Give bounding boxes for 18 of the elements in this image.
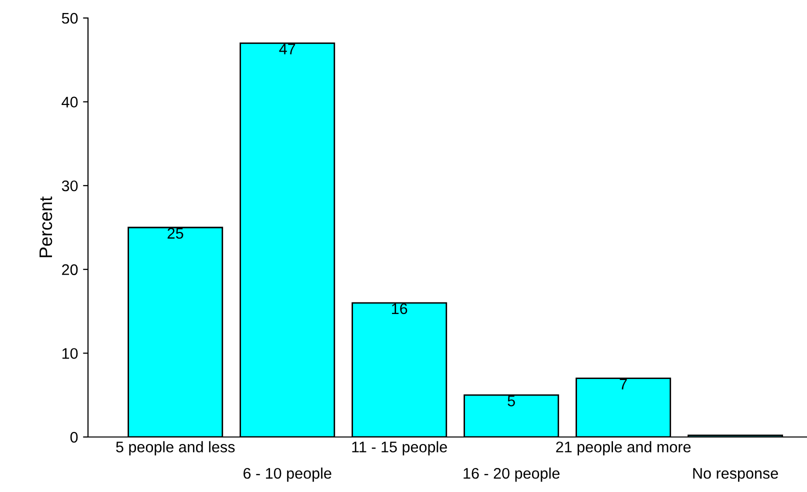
data-label: 25 [168,228,184,239]
x-tick-label: 11 - 15 people [352,441,447,456]
y-tick-label: 10 [62,348,78,359]
y-tick-label: 40 [62,96,78,108]
x-tick-label: 6 - 10 people [244,468,332,482]
y-tick-label: 50 [62,12,78,24]
x-tick-label: 5 people and less [116,441,235,456]
data-label: 47 [279,44,296,54]
data-label: 16 [392,303,408,314]
y-axis-title: Percent [40,196,52,258]
x-tick-label: 16 - 20 people [464,468,560,482]
y-tick-label: 20 [62,264,78,276]
x-tick-label: 21 people and more [556,441,691,456]
y-tick-label: 30 [62,180,78,192]
data-label: 5 [508,396,515,406]
data-label: 7 [620,378,627,390]
y-tick-label: 0 [70,432,78,443]
x-tick-label: No response [693,468,778,482]
